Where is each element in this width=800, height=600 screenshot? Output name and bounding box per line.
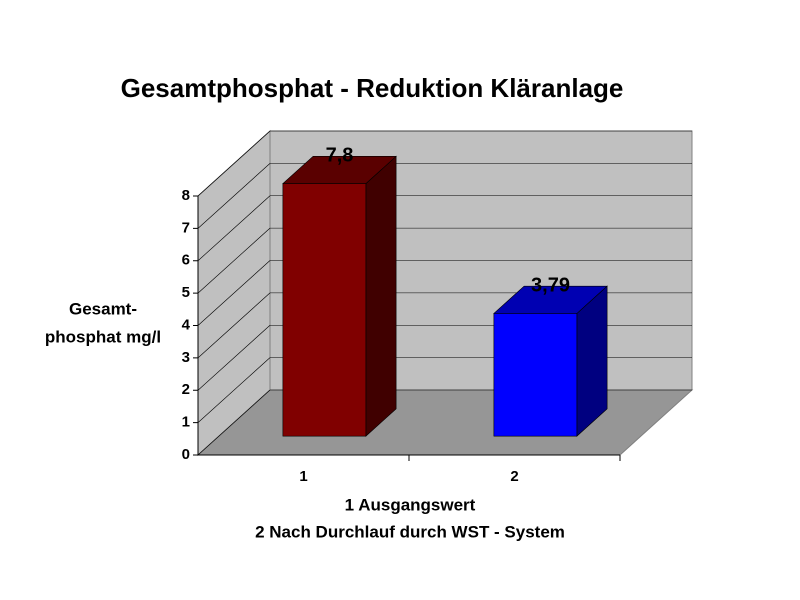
grid-line (197, 325, 271, 391)
grid-line (197, 195, 271, 261)
y-tick-label: 1 (182, 414, 190, 431)
grid-line (197, 163, 271, 229)
x-tick-label: 1 (299, 468, 307, 485)
y-tick-label: 0 (182, 446, 190, 463)
grid-line (197, 292, 271, 359)
bar (493, 313, 578, 437)
grid-line (197, 389, 271, 456)
x-axis-label: 2 Nach Durchlauf durch WST - System (255, 522, 565, 541)
floor (196, 389, 694, 456)
grid-line (197, 130, 271, 197)
grid-line (197, 260, 271, 326)
value-label: 3,79 (531, 274, 570, 296)
bar-side (365, 155, 397, 437)
y-axis-label: Gesamt- (69, 299, 137, 318)
bar (282, 183, 367, 437)
y-axis-label: phosphat mg/l (45, 327, 161, 346)
value-label: 7,8 (326, 145, 354, 167)
y-tick-label: 6 (182, 252, 190, 269)
y-tick-label: 8 (182, 187, 190, 204)
chart-title: Gesamtphosphat - Reduktion Kläranlage (121, 73, 624, 103)
y-tick-label: 2 (182, 381, 190, 398)
x-tick-label: 2 (510, 468, 518, 485)
y-tick-label: 5 (182, 284, 190, 301)
grid-line (197, 357, 271, 423)
y-tick-label: 7 (182, 219, 190, 236)
x-axis-label: 1 Ausgangswert (345, 495, 476, 514)
grid-line (197, 227, 271, 294)
y-tick-label: 3 (182, 349, 190, 366)
y-tick-label: 4 (182, 316, 191, 333)
